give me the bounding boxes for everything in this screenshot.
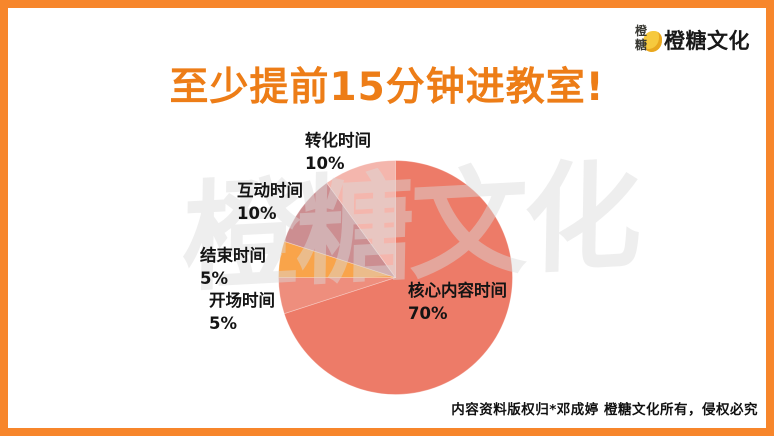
pie-label-name: 转化时间	[305, 131, 371, 150]
brand-name-text: 橙糖文化	[664, 29, 750, 53]
pie-slice-1	[278, 277, 396, 315]
pie-label-percent: 10%	[237, 203, 277, 223]
pie-label-core-content-time: 核心内容时间 70%	[408, 280, 507, 325]
orange-fruit-icon	[643, 31, 662, 52]
pie-label-interaction-time: 互动时间 10%	[237, 180, 303, 225]
pie-label-percent: 5%	[209, 313, 238, 333]
seal-char-top: 橙	[635, 24, 648, 38]
pie-label-name: 核心内容时间	[408, 281, 507, 300]
seal-char-bottom: 糖	[635, 38, 648, 52]
pie-slice-0	[283, 160, 513, 395]
slide-title: 至少提前15分钟进教室!	[169, 65, 605, 110]
pie-label-opening-time: 开场时间 5%	[209, 290, 275, 335]
pie-label-conversion-time: 转化时间 10%	[305, 130, 371, 175]
pie-chart	[278, 160, 513, 395]
seal-characters: 橙 糖	[635, 24, 647, 52]
pie-label-name: 开场时间	[209, 291, 275, 310]
pie-label-name: 结束时间	[200, 246, 266, 265]
pie-label-percent: 5%	[200, 268, 229, 288]
pie-label-name: 互动时间	[237, 181, 303, 200]
copyright-notice: 内容资料版权归*邓成婷 橙糖文化所有，侵权必究	[451, 402, 758, 418]
brand-seal-icon: 橙 糖	[635, 24, 662, 56]
pie-label-percent: 10%	[305, 153, 345, 173]
pie-slice-4	[326, 160, 396, 278]
brand-logo: 橙 糖 橙糖文化	[635, 24, 750, 56]
pie-label-ending-time: 结束时间 5%	[200, 245, 266, 290]
pie-label-percent: 70%	[408, 303, 448, 323]
pie-slice-3	[283, 182, 396, 278]
pie-slice-2	[278, 240, 396, 278]
